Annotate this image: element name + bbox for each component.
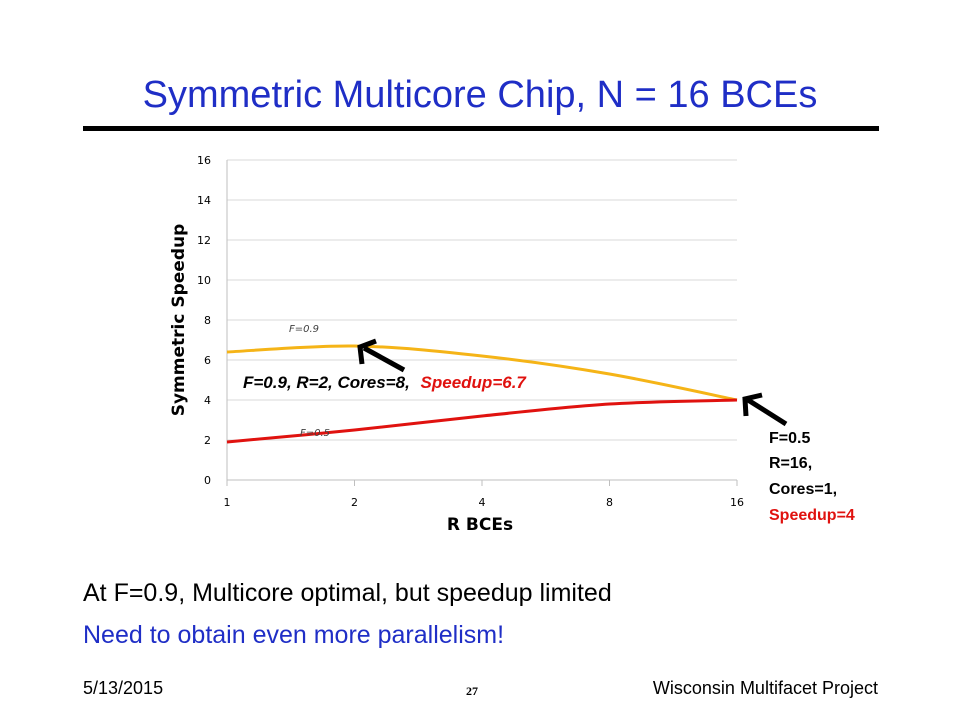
x-tick-label: 8 [606,496,613,509]
footer-project: Wisconsin Multifacet Project [652,678,878,698]
footer-date: 5/13/2015 [83,678,164,698]
x-tick-label: 4 [479,496,486,509]
annotation-f09: F=0.9, R=2, Cores=8, Speedup=6.7 [243,373,527,392]
y-tick-label: 6 [204,354,211,367]
x-tick-label: 16 [730,496,744,509]
x-axis-label: R BCEs [447,515,513,535]
x-tick-label: 1 [224,496,231,509]
slide-title: Symmetric Multicore Chip, N = 16 BCEs [142,74,818,116]
y-axis-label: Symmetric Speedup [169,224,189,417]
bullet-2: Need to obtain even more parallelism! [83,621,505,649]
y-tick-label: 0 [204,474,211,487]
annotation-f05-line-4: Speedup=4 [769,507,855,524]
annotation-f05-arrow [742,392,788,427]
x-tick-label: 2 [351,496,358,509]
chart-series [226,344,738,444]
y-tick-label: 14 [197,194,211,207]
footer-page-number: 27 [466,684,478,698]
annotation-f05-line-1: F=0.5 [769,430,810,447]
bullet-1: At F=0.9, Multicore optimal, but speedup… [83,579,612,607]
y-tick-label: 12 [197,234,211,247]
annotation-f05: F=0.5 R=16, Cores=1, Speedup=4 [769,430,855,524]
y-tick-label: 10 [197,274,211,287]
annotation-f09-text: F=0.9, R=2, Cores=8, [243,373,410,392]
annotation-f05-line-2: R=16, [769,455,812,472]
y-tick-label: 8 [204,314,211,327]
series-label: F=0.5 [300,428,330,439]
annotation-f09-speedup: Speedup=6.7 [421,373,528,392]
y-tick-label: 2 [204,434,211,447]
annotation-f09-arrow [357,338,406,373]
series-label: F=0.9 [289,324,319,335]
y-tick-label: 4 [204,394,211,407]
annotation-f05-line-3: Cores=1, [769,481,837,498]
title-underline [83,126,879,131]
y-tick-label: 16 [197,154,211,167]
chart-series-labels: F=0.9 F=0.5 [289,324,330,439]
chart-gridlines [226,159,738,486]
